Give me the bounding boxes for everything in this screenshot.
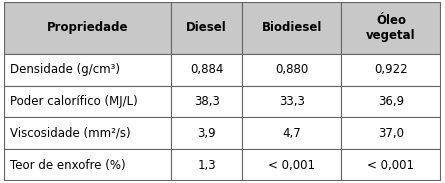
Bar [171,2,243,54]
Bar [4,149,171,181]
Bar [4,85,171,117]
Text: Viscosidade (mm²/s): Viscosidade (mm²/s) [10,127,131,140]
Bar [171,85,243,117]
Bar [341,2,441,54]
Text: Biodiesel: Biodiesel [262,21,322,34]
Text: Densidade (g/cm³): Densidade (g/cm³) [10,63,121,76]
Bar [341,149,441,181]
Text: Teor de enxofre (%): Teor de enxofre (%) [10,159,126,172]
Text: Propriedade: Propriedade [47,21,129,34]
Bar [341,85,441,117]
Text: 36,9: 36,9 [378,95,404,108]
Bar [4,2,171,54]
Bar [243,117,341,149]
Text: 3,9: 3,9 [197,127,216,140]
Text: < 0,001: < 0,001 [368,159,414,172]
Bar [243,2,341,54]
Bar [171,54,243,85]
Text: Diesel: Diesel [186,21,227,34]
Bar [243,149,341,181]
Bar [341,54,441,85]
Bar [171,149,243,181]
Text: 4,7: 4,7 [283,127,301,140]
Bar [243,54,341,85]
Bar [171,117,243,149]
Text: 37,0: 37,0 [378,127,404,140]
Text: 38,3: 38,3 [194,95,219,108]
Bar [4,117,171,149]
Text: Poder calorífico (MJ/L): Poder calorífico (MJ/L) [10,95,138,108]
Bar [4,54,171,85]
Text: 0,884: 0,884 [190,63,223,76]
Text: 33,3: 33,3 [279,95,305,108]
Text: 1,3: 1,3 [197,159,216,172]
Text: Óleo
vegetal: Óleo vegetal [366,14,416,42]
Bar [243,85,341,117]
Bar [341,117,441,149]
Text: 0,880: 0,880 [275,63,308,76]
Text: < 0,001: < 0,001 [268,159,316,172]
Text: 0,922: 0,922 [374,63,408,76]
